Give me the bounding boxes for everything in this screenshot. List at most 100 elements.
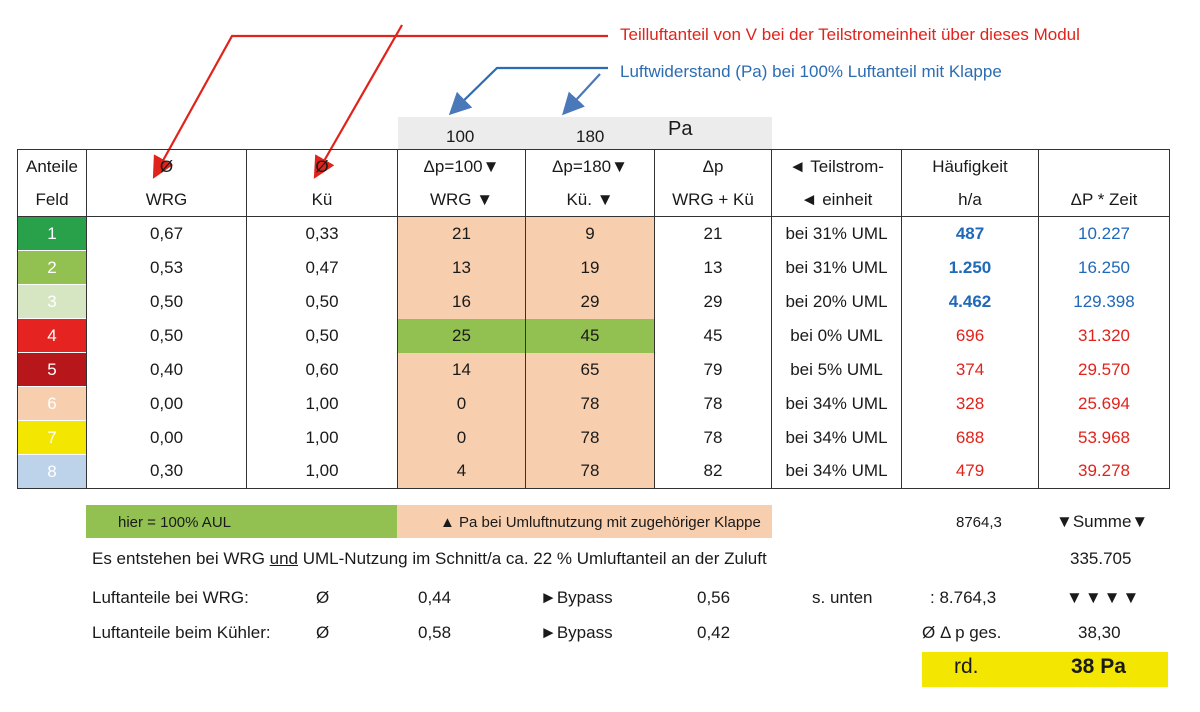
dp-zeit-cell: 53.968 bbox=[1038, 420, 1170, 455]
wrg-value: 0,44 bbox=[418, 588, 452, 607]
sum-label: ▼Summe▼ bbox=[1056, 512, 1149, 531]
dp-zeit-cell: 129.398 bbox=[1038, 284, 1170, 319]
dp100-cell: 14 bbox=[397, 352, 526, 387]
header-dp: Δp bbox=[654, 149, 772, 183]
wrg-phi: Ø bbox=[316, 588, 330, 607]
ku-cell: 0,33 bbox=[246, 216, 398, 251]
teilstrom-cell: bei 34% UML bbox=[771, 454, 902, 489]
dp-cell: 78 bbox=[654, 386, 772, 421]
pa-unit: Pa bbox=[668, 118, 693, 140]
ku-cell: 0,47 bbox=[246, 250, 398, 285]
pa-value-180: 180 bbox=[576, 127, 605, 146]
table-row: 8 0,30 1,00 4 78 82 bei 34% UML 479 39.278 bbox=[17, 454, 1170, 489]
dp180-cell: 65 bbox=[525, 352, 655, 387]
feld-cell: 2 bbox=[17, 250, 87, 285]
pa-value-100: 100 bbox=[446, 127, 475, 146]
dp100-cell: 4 bbox=[397, 454, 526, 489]
sum-hours: 8764,3 bbox=[956, 514, 1002, 531]
teilstrom-cell: bei 31% UML bbox=[771, 250, 902, 285]
haeufigkeit-cell: 479 bbox=[901, 454, 1039, 489]
dp180-cell: 78 bbox=[525, 420, 655, 455]
header-einheit: ◄ einheit bbox=[771, 183, 902, 217]
header-empty bbox=[1038, 149, 1170, 183]
umluft-label: ▲ Pa bei Umluftnutzung mit zugehöriger K… bbox=[440, 514, 761, 531]
haeufigkeit-cell: 4.462 bbox=[901, 284, 1039, 319]
teilstrom-cell: bei 34% UML bbox=[771, 420, 902, 455]
ku-label: Luftanteile beim Kühler: bbox=[92, 623, 271, 642]
wrg-cell: 0,50 bbox=[86, 284, 247, 319]
dp100-cell: 16 bbox=[397, 284, 526, 319]
wrg-bypass: ►Bypass bbox=[540, 588, 613, 607]
feld-cell: 7 bbox=[17, 420, 87, 455]
dp-cell: 82 bbox=[654, 454, 772, 489]
header-haeufigkeit: Häufigkeit bbox=[901, 149, 1039, 183]
ku-cell: 1,00 bbox=[246, 386, 398, 421]
ku-cell: 1,00 bbox=[246, 454, 398, 489]
dp180-cell: 29 bbox=[525, 284, 655, 319]
wrg-cell: 0,50 bbox=[86, 318, 247, 353]
dp-zeit-cell: 39.278 bbox=[1038, 454, 1170, 489]
dp-cell: 79 bbox=[654, 352, 772, 387]
red-arrow-wrg bbox=[152, 34, 608, 179]
header-feld: Feld bbox=[17, 183, 87, 217]
haeufigkeit-cell: 328 bbox=[901, 386, 1039, 421]
feld-cell: 4 bbox=[17, 318, 87, 353]
header-wrg-arrow: WRG ▼ bbox=[397, 183, 526, 217]
feld-cell: 1 bbox=[17, 216, 87, 251]
ku-value: 0,58 bbox=[418, 623, 452, 642]
header-dp-zeit: ΔP * Zeit bbox=[1038, 183, 1170, 217]
wrg-cell: 0,30 bbox=[86, 454, 247, 489]
dp-zeit-cell: 16.250 bbox=[1038, 250, 1170, 285]
haeufigkeit-cell: 487 bbox=[901, 216, 1039, 251]
aul-label: hier = 100% AUL bbox=[118, 514, 231, 531]
result-rd: rd. bbox=[954, 655, 979, 678]
result-value: 38 Pa bbox=[1071, 655, 1126, 678]
header-teilstrom: ◄ Teilstrom- bbox=[771, 149, 902, 183]
blue-arrow-100 bbox=[448, 66, 608, 116]
header-phi-wrg: Ø bbox=[86, 149, 247, 183]
dp100-cell: 13 bbox=[397, 250, 526, 285]
dp180-cell: 78 bbox=[525, 386, 655, 421]
wrg-cell: 0,00 bbox=[86, 386, 247, 421]
pa-header-band bbox=[398, 117, 772, 149]
wrg-label: Luftanteile bei WRG: bbox=[92, 588, 249, 607]
header-anteile: Anteile bbox=[17, 149, 87, 183]
teilstrom-cell: bei 0% UML bbox=[771, 318, 902, 353]
table-body: 1 0,67 0,33 21 9 21 bei 31% UML 487 10.227 2 0,53 0… bbox=[17, 216, 1170, 489]
feld-cell: 3 bbox=[17, 284, 87, 319]
header-row-2: Feld WRG Kü WRG ▼ Kü. ▼ WRG + Kü ◄ einhe… bbox=[17, 183, 1170, 217]
table-row: 7 0,00 1,00 0 78 78 bei 34% UML 688 53.968 bbox=[17, 420, 1170, 455]
result-box bbox=[922, 652, 1168, 687]
ku-phi: Ø bbox=[316, 623, 330, 642]
table-row: 2 0,53 0,47 13 19 13 bei 31% UML 1.250 16.250 bbox=[17, 250, 1170, 285]
table-row: 4 0,50 0,50 25 45 45 bei 0% UML 696 31.320 bbox=[17, 318, 1170, 353]
avg-label: Ø Δ p ges. bbox=[922, 623, 1002, 642]
summary-value: 335.705 bbox=[1070, 549, 1132, 568]
ku-cell: 1,00 bbox=[246, 420, 398, 455]
dp180-cell: 19 bbox=[525, 250, 655, 285]
teilstrom-cell: bei 31% UML bbox=[771, 216, 902, 251]
summary-line: Es entstehen bei WRG und UML-Nutzung im … bbox=[92, 549, 767, 569]
teilstrom-cell: bei 5% UML bbox=[771, 352, 902, 387]
haeufigkeit-cell: 1.250 bbox=[901, 250, 1039, 285]
table-row: 1 0,67 0,33 21 9 21 bei 31% UML 487 10.227 bbox=[17, 216, 1170, 251]
dp-cell: 21 bbox=[654, 216, 772, 251]
table-row: 3 0,50 0,50 16 29 29 bei 20% UML 4.462 129.398 bbox=[17, 284, 1170, 319]
header-row-1: Anteile Ø Ø Δp=100▼ Δp=180▼ Δp ◄ Teilstr… bbox=[17, 149, 1170, 183]
header-wrg-ku: WRG + Kü bbox=[654, 183, 772, 217]
header-dp100: Δp=100▼ bbox=[397, 149, 526, 183]
haeufigkeit-cell: 696 bbox=[901, 318, 1039, 353]
summary-und: und bbox=[269, 549, 299, 568]
annotation-red: Teilluftanteil von V bei der Teilstromei… bbox=[620, 25, 1080, 44]
header-phi-ku: Ø bbox=[246, 149, 398, 183]
dp180-cell: 78 bbox=[525, 454, 655, 489]
summary-text-a: Es entstehen bei WRG bbox=[92, 549, 270, 568]
down-arrows: ▼▼▼▼ bbox=[1066, 588, 1142, 607]
aul-bar bbox=[86, 505, 397, 538]
table-row: 6 0,00 1,00 0 78 78 bei 34% UML 328 25.694 bbox=[17, 386, 1170, 421]
dp-cell: 13 bbox=[654, 250, 772, 285]
haeufigkeit-cell: 688 bbox=[901, 420, 1039, 455]
dp-cell: 45 bbox=[654, 318, 772, 353]
header-ku: Kü bbox=[246, 183, 398, 217]
wrg-cell: 0,00 bbox=[86, 420, 247, 455]
